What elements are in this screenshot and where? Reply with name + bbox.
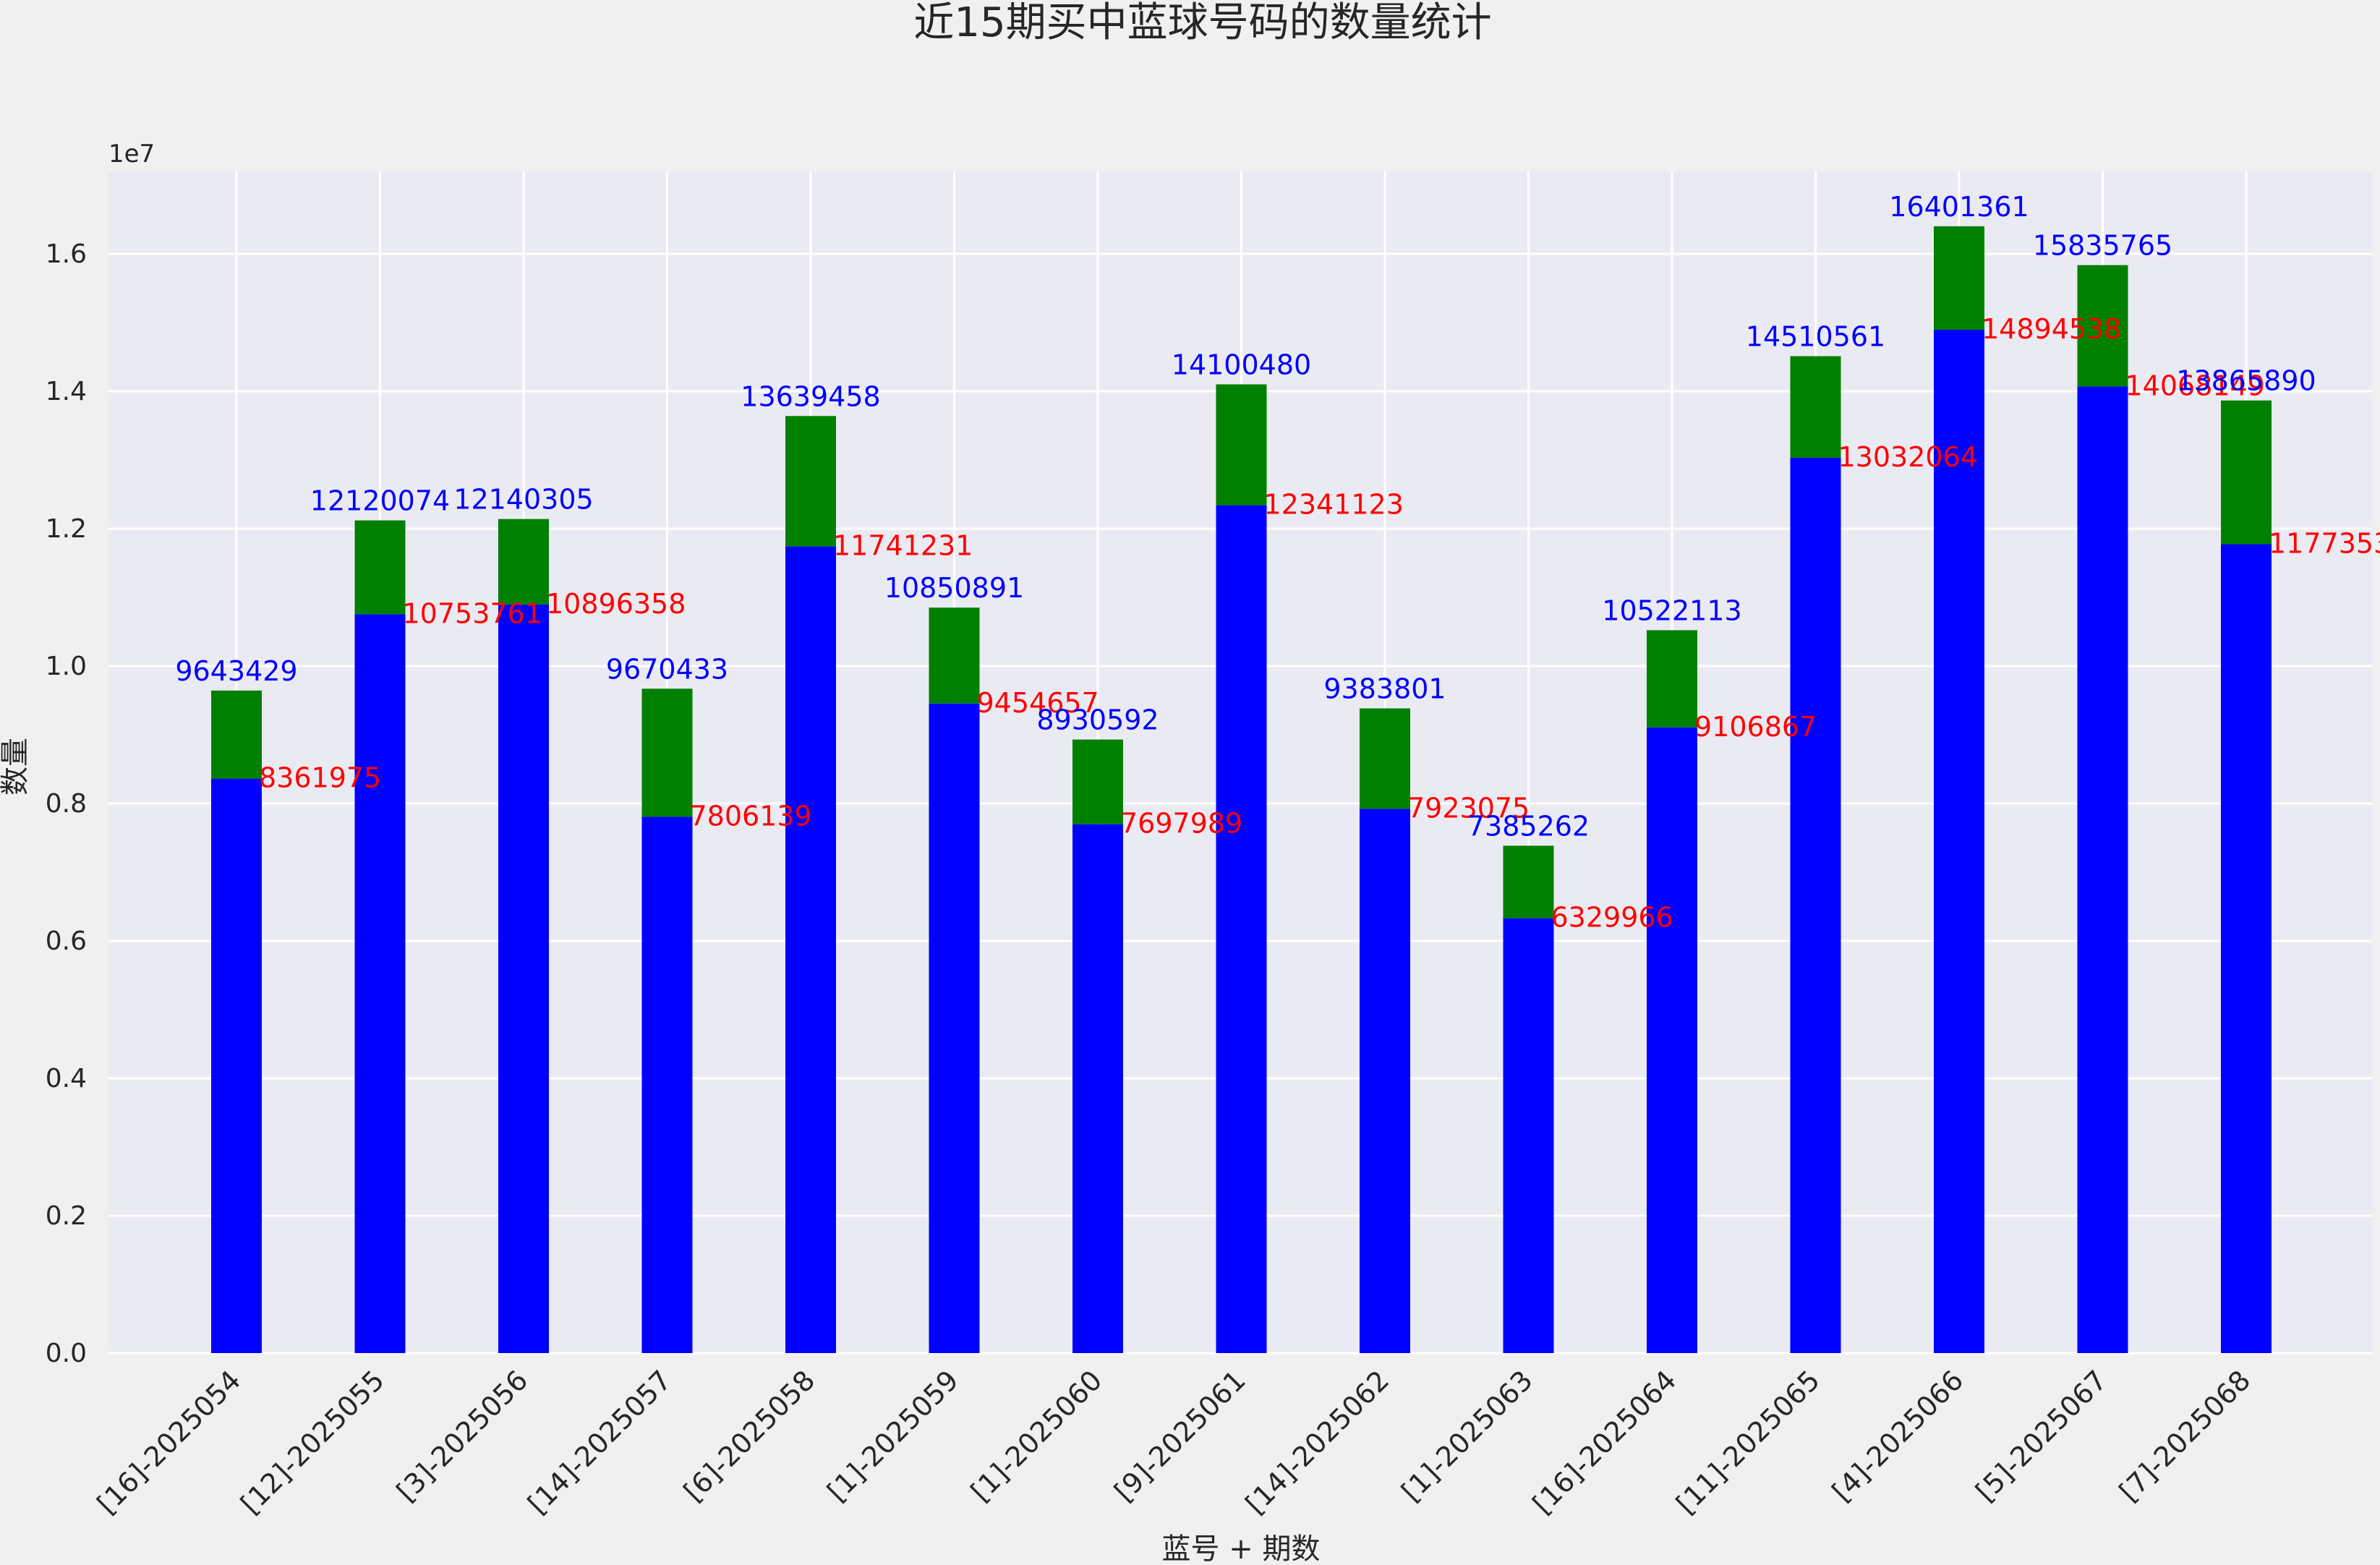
lower-label: 6329966 [1551,902,1673,934]
chart-title: 近15期买中蓝球号码的数量统计 [913,0,1491,46]
total-label: 8930592 [1036,704,1159,736]
y-tick-label: 0.0 [46,1339,87,1368]
bar-upper [929,607,980,704]
total-label: 15835765 [2033,230,2172,262]
y-axis: 0.0 0.2 0.4 0.6 0.8 1.0 1.2 1.4 1.6 [46,239,87,1368]
total-label: 9643429 [175,655,297,687]
lower-label: 14894538 [1982,313,2121,345]
data-labels: 9643429 8361975 12120074 10753761 12140305 10… [175,191,2380,934]
total-label: 13639458 [741,380,880,412]
x-tick-label: [16]-2025064 [1527,1364,1683,1520]
x-axis: [16]-2025054[12]-2025055 [3]-2025056[14]-… [91,1364,2257,1520]
bar-upper [641,688,693,817]
total-label: 16401361 [1889,191,2029,223]
bar-lower [1503,918,1554,1353]
x-tick-label: [9]-2025061 [1108,1364,1252,1508]
total-label: 12140305 [453,484,593,516]
bar-lower [2077,386,2128,1353]
total-label: 12120074 [310,485,450,517]
bar-upper [1360,708,1410,809]
x-tick-label: [1]-2025060 [965,1364,1109,1508]
bar-lower [1934,330,1984,1353]
bar-upper [1647,630,1697,728]
lower-label: 8361975 [259,762,381,794]
x-tick-label: [12]-2025055 [234,1364,391,1520]
bar-upper [211,690,262,779]
bars [211,226,2272,1354]
lower-label: 12341123 [1264,489,1404,521]
bar-lower [641,816,693,1353]
x-tick-label: [1]-2025063 [1395,1364,1539,1508]
x-tick-label: [1]-2025059 [821,1364,965,1508]
lower-label: 7923075 [1407,792,1530,824]
bar-upper [498,519,549,605]
x-tick-label: [14]-2025062 [1240,1364,1396,1520]
bar-lower [354,614,406,1353]
x-tick-label: [14]-2025057 [521,1364,678,1520]
lower-label: 10753761 [403,597,542,629]
bar-upper [1790,356,1841,458]
total-label: 9670433 [606,653,728,685]
bar-lower [785,546,836,1354]
bar-upper [1503,845,1554,918]
bar-lower [2221,544,2272,1353]
bar-upper [1072,739,1123,824]
bar-upper [2077,265,2128,387]
bar-lower [1647,727,1697,1353]
total-label: 14100480 [1172,349,1311,380]
bar-lower [929,703,980,1353]
y-tick-label: 0.8 [46,789,87,819]
bar-lower [498,604,549,1354]
bar-upper [1216,384,1267,506]
y-tick-label: 0.4 [46,1064,87,1093]
y-tick-label: 0.2 [46,1201,87,1231]
lower-label: 11773530 [2269,528,2380,560]
y-scale-label: 1e7 [108,140,155,169]
bar-lower [1072,824,1123,1353]
bar-lower [211,778,262,1353]
bar-upper [2221,400,2272,545]
x-tick-label: [11]-2025065 [1670,1364,1826,1520]
x-tick-label: [5]-2025067 [1969,1364,2113,1508]
total-label: 9383801 [1323,673,1446,705]
lower-label: 7806139 [690,800,812,832]
x-tick-label: [4]-2025066 [1826,1364,1970,1508]
lower-label: 9454657 [977,687,1099,719]
bar-upper [354,520,406,615]
y-tick-label: 1.4 [46,377,87,406]
y-tick-label: 0.6 [46,926,87,956]
y-tick-label: 1.6 [46,239,87,269]
bar-lower [1790,457,1841,1354]
y-axis-label: 数量 [0,738,32,796]
bar-lower [1360,809,1410,1353]
total-label: 14510561 [1746,320,1885,352]
y-tick-label: 1.2 [46,514,87,544]
lower-label: 11741231 [833,530,973,562]
total-label: 10850891 [884,572,1024,604]
bar-upper [1934,226,1984,331]
lower-label: 14068149 [2125,370,2265,402]
bar-upper [785,416,836,547]
y-tick-label: 1.0 [46,652,87,681]
total-label: 7385262 [1467,810,1590,842]
x-tick-label: [16]-2025054 [91,1364,247,1520]
x-axis-label: 蓝号 + 期数 [1162,1532,1321,1565]
x-tick-label: [7]-2025068 [2113,1364,2257,1508]
x-tick-label: [6]-2025058 [678,1364,822,1508]
total-label: 10522113 [1602,594,1741,626]
lower-label: 13032064 [1838,441,1978,473]
lower-label: 10896358 [546,588,686,620]
x-tick-label: [3]-2025056 [391,1364,534,1508]
lower-label: 9106867 [1694,711,1817,743]
total-label: 13865890 [2176,365,2316,397]
lower-label: 7697989 [1120,808,1242,840]
bar-lower [1216,505,1267,1354]
